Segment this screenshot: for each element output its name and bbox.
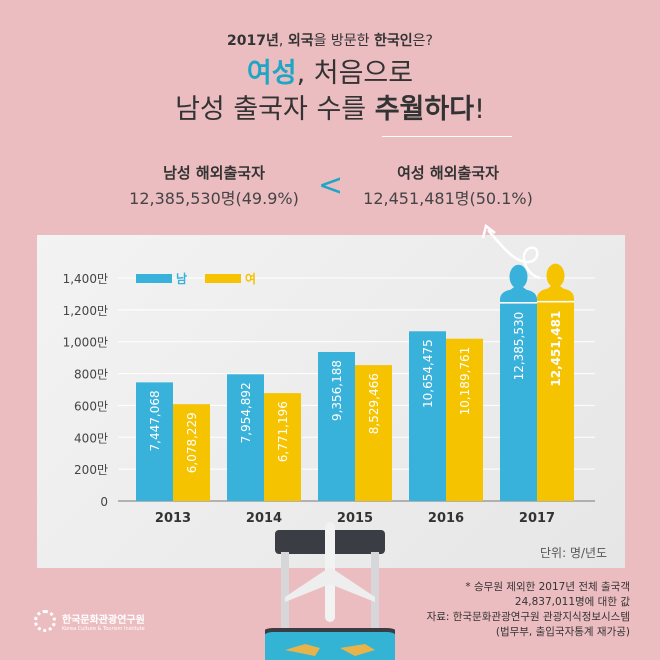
y-tick-label: 1,200만 — [63, 304, 108, 318]
bar-value-label: 9,356,188 — [330, 360, 344, 421]
male-summary: 남성 해외출국자 12,385,530명(49.9%) — [104, 162, 324, 209]
title-text: ! — [474, 94, 485, 125]
legend: 남 여 — [136, 271, 256, 286]
bar-value-label: 8,529,466 — [367, 373, 381, 434]
bar-value-label: 6,078,229 — [185, 412, 199, 473]
male-head-icon — [509, 264, 528, 289]
y-tick-label: 1,000만 — [63, 336, 108, 350]
x-tick-label: 2017 — [519, 511, 555, 526]
male-figure-icon — [500, 286, 537, 304]
title-accent: 여성 — [246, 58, 297, 89]
title-text: 남성 출국자 수를 — [175, 94, 375, 125]
bar-value-label: 7,954,892 — [239, 382, 253, 443]
bar-value-label: 10,189,761 — [458, 347, 472, 416]
female-figure-icon — [537, 285, 574, 303]
subtitle: 2017년, 외국을 방문한 한국인은? — [0, 30, 660, 50]
bar-value-label: 12,385,530 — [512, 312, 526, 381]
bar-male — [318, 351, 355, 501]
page-title: 여성, 처음으로 남성 출국자 수를 추월하다! — [0, 56, 660, 128]
bar-male — [409, 331, 446, 501]
bar-male — [136, 382, 173, 501]
legend-label-female: 여 — [245, 271, 256, 286]
female-summary: 여성 해외출국자 12,451,481명(50.1%) — [338, 162, 558, 209]
x-tick-label: 2014 — [246, 511, 282, 526]
bar-value-label: 12,451,481 — [549, 311, 563, 387]
y-tick-label: 800만 — [74, 368, 108, 382]
bar-female — [537, 302, 574, 501]
bar-value-label: 7,447,068 — [148, 390, 162, 451]
y-tick-label: 1,400만 — [63, 272, 108, 286]
legend-swatch-female — [205, 274, 241, 283]
source-note: (법무부, 출입국자통계 재가공) — [495, 626, 630, 638]
arrow-head-icon — [481, 223, 496, 239]
logo-ring-icon — [34, 610, 56, 632]
female-head-icon — [546, 263, 565, 288]
subtitle-text: 한국인 — [374, 33, 413, 49]
y-tick-label: 0 — [100, 495, 108, 509]
logo-name: 한국문화관광연구원 — [62, 614, 145, 626]
unit-note: 단위: 명/년도 — [540, 546, 608, 560]
bar-male — [227, 374, 264, 501]
title-underline — [382, 136, 512, 137]
legend-label-male: 남 — [176, 271, 187, 286]
bar-male — [500, 303, 537, 501]
source-note: 자료: 한국문화관광연구원 관광지식정보시스템 — [426, 611, 630, 623]
footnotes: * 승무원 제외한 2017년 전체 출국객 24,837,011명에 대한 값… — [427, 580, 630, 640]
bar-female — [264, 393, 301, 501]
x-tick-label: 2013 — [155, 511, 191, 526]
footnote: 24,837,011명에 대한 값 — [514, 596, 630, 608]
footnote: * 승무원 제외한 2017년 전체 출국객 — [465, 581, 630, 593]
bar-female — [446, 338, 483, 501]
less-than-sign: < — [318, 168, 344, 203]
bar-female — [355, 365, 392, 501]
male-label: 남성 해외출국자 — [163, 164, 265, 182]
y-tick-label: 600만 — [74, 399, 108, 413]
title-bold: 추월하다 — [374, 94, 475, 125]
logo: 한국문화관광연구원 Korea Culture & Tourism Institu… — [34, 610, 145, 632]
logo-english: Korea Culture & Tourism Institute — [62, 625, 145, 632]
bar-value-label: 10,654,475 — [421, 339, 435, 408]
legend-swatch-male — [136, 274, 172, 283]
subtitle-year: 2017년 — [227, 33, 279, 49]
suitcase-airplane-image — [265, 522, 395, 660]
bar-female — [173, 404, 210, 501]
bar-value-label: 6,771,196 — [276, 401, 290, 462]
subtitle-text: 은? — [412, 33, 433, 49]
y-tick-label: 200만 — [74, 463, 108, 477]
y-tick-label: 400만 — [74, 431, 108, 445]
female-value: 12,451,481명(50.1%) — [363, 189, 533, 208]
curly-arrow-icon — [487, 229, 541, 280]
female-label: 여성 해외출국자 — [397, 164, 499, 182]
subtitle-text: , — [278, 33, 288, 49]
title-text: , 처음으로 — [296, 58, 414, 89]
x-tick-label: 2015 — [337, 511, 373, 526]
subtitle-text: 을 방문한 — [313, 33, 374, 49]
male-value: 12,385,530명(49.9%) — [129, 189, 299, 208]
subtitle-text: 외국 — [287, 33, 314, 49]
x-tick-label: 2016 — [428, 511, 464, 526]
